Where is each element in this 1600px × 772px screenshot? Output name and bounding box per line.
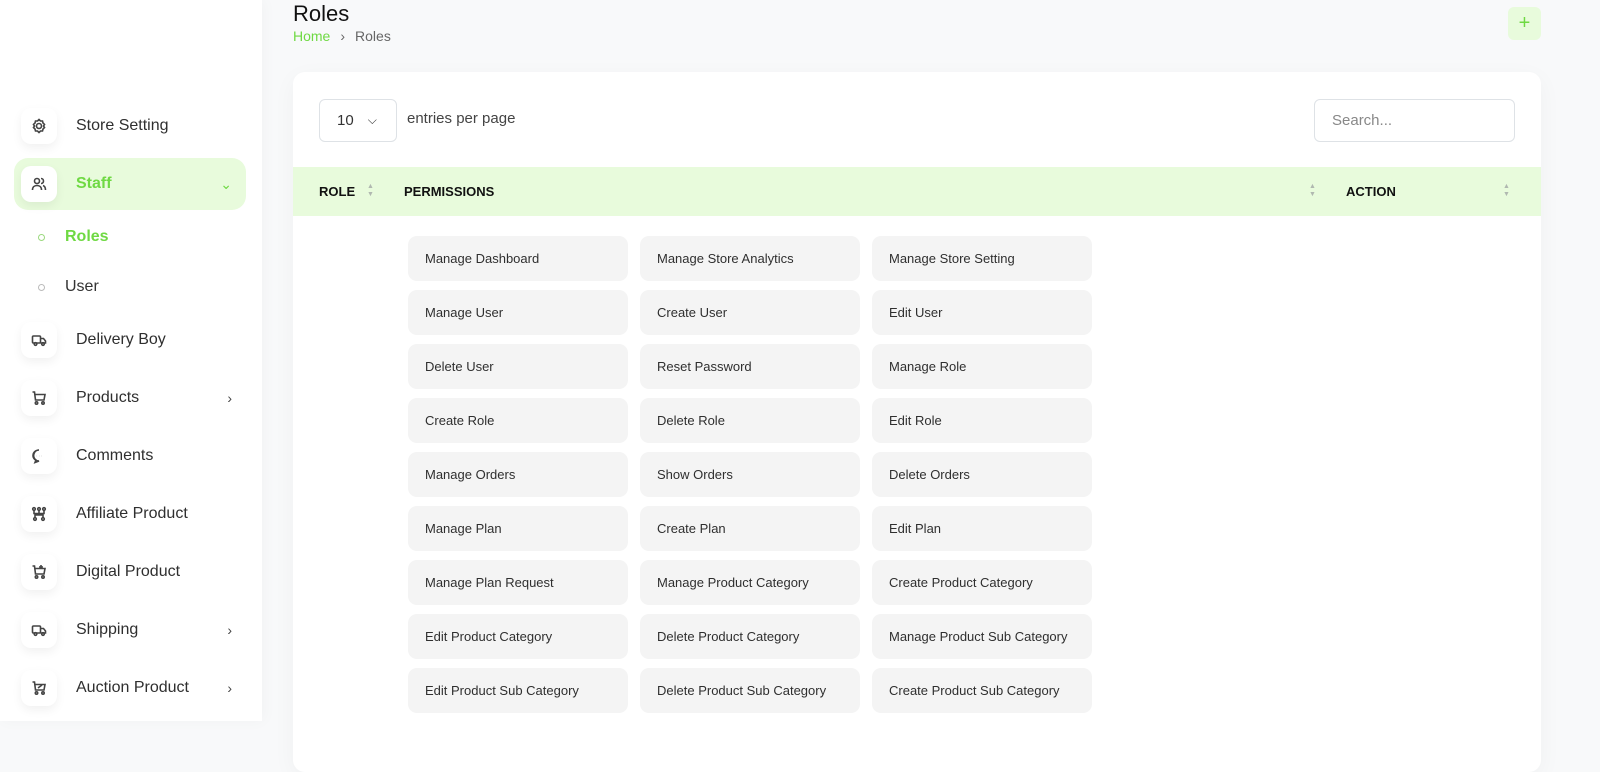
breadcrumb-current: Roles — [355, 28, 391, 44]
message-icon — [21, 438, 57, 474]
sidebar-subitem-label: User — [65, 278, 99, 295]
page-title: Roles — [293, 1, 350, 26]
permission-badge: Create Role — [408, 398, 628, 443]
permission-badge: Manage Product Sub Category — [872, 614, 1092, 659]
sidebar-item-products[interactable]: Products › — [14, 372, 246, 424]
sidebar-item-label: Staff — [76, 175, 112, 192]
permission-badge: Create Product Category — [872, 560, 1092, 605]
sidebar-item-label: Affiliate Product — [76, 505, 188, 522]
bullet-icon — [38, 233, 45, 241]
truck-icon — [21, 612, 57, 648]
entries-per-page-select[interactable]: 10 ⌵ — [319, 99, 397, 142]
permission-badge: Manage Plan Request — [408, 560, 628, 605]
add-role-button[interactable]: + — [1508, 7, 1541, 40]
breadcrumb: Home › Roles — [293, 28, 391, 44]
roles-card: 10 ⌵ entries per page ROLE ▲▼ PERMISSION… — [293, 72, 1541, 772]
breadcrumb-home[interactable]: Home — [293, 28, 331, 44]
permission-badge: Edit Product Sub Category — [408, 668, 628, 713]
permission-badge: Show Orders — [640, 452, 860, 497]
table-header: ROLE ▲ ▼ PERMISSIONS ▲ ▼ ACTION ▲ ▼ — [293, 167, 1541, 216]
permission-badge: Edit Product Category — [408, 614, 628, 659]
column-permissions[interactable]: PERMISSIONS — [404, 184, 495, 199]
sidebar-subitem-roles[interactable]: Roles — [38, 228, 109, 246]
sidebar-item-label: Store Setting — [76, 117, 169, 134]
permission-badge: Delete Product Sub Category — [640, 668, 860, 713]
permission-badge: Manage Store Setting — [872, 236, 1092, 281]
sidebar-item-delivery-boy[interactable]: Delivery Boy — [14, 314, 246, 366]
permission-badge: Create User — [640, 290, 860, 335]
sidebar-item-affiliate-product[interactable]: Affiliate Product — [14, 488, 246, 540]
entries-value: 10 — [337, 112, 354, 129]
sort-icon[interactable]: ▲ ▼ — [1503, 183, 1510, 198]
sidebar-subitem-label: Roles — [65, 228, 109, 245]
column-role[interactable]: ROLE — [319, 184, 356, 199]
sidebar-item-label: Digital Product — [76, 563, 181, 580]
permission-badge: Manage Dashboard — [408, 236, 628, 281]
column-action[interactable]: ACTION — [1346, 184, 1396, 199]
sidebar-subitem-user[interactable]: User — [38, 278, 99, 296]
sidebar-item-label: Delivery Boy — [76, 331, 166, 348]
cart-icon — [21, 380, 57, 416]
entries-label: entries per page — [407, 110, 516, 127]
sidebar-item-comments[interactable]: Comments — [14, 430, 246, 482]
permission-badge: Manage Orders — [408, 452, 628, 497]
chevron-down-icon: ⌵ — [367, 113, 377, 127]
sidebar: Store Setting Staff ⌄ Delivery Boy Products ›… — [0, 0, 262, 721]
gear-icon — [21, 108, 57, 144]
permission-badge: Create Product Sub Category — [872, 668, 1092, 713]
users-icon — [21, 166, 57, 202]
permission-badge: Reset Password — [640, 344, 860, 389]
breadcrumb-separator-icon: › — [340, 28, 346, 44]
chevron-right-icon: › — [227, 390, 232, 406]
chevron-right-icon: › — [227, 680, 232, 696]
permission-badge: Delete User — [408, 344, 628, 389]
permission-badge: Edit Plan — [872, 506, 1092, 551]
permission-badge: Edit Role — [872, 398, 1092, 443]
sidebar-item-label: Shipping — [76, 621, 139, 638]
sidebar-item-label: Auction Product — [76, 679, 189, 696]
permission-badge: Manage Product Category — [640, 560, 860, 605]
permission-badge: Manage Plan — [408, 506, 628, 551]
search-input[interactable] — [1314, 99, 1515, 142]
sort-icon[interactable]: ▲ ▼ — [367, 183, 374, 198]
affiliate-icon — [21, 496, 57, 532]
permission-badge: Delete Role — [640, 398, 860, 443]
sidebar-item-label: Products — [76, 389, 140, 406]
chevron-right-icon: › — [227, 622, 232, 638]
sidebar-item-store-setting[interactable]: Store Setting — [14, 100, 246, 152]
truck-icon — [21, 322, 57, 358]
sidebar-item-digital-product[interactable]: Digital Product — [14, 546, 246, 598]
permission-badge: Delete Product Category — [640, 614, 860, 659]
sidebar-item-label: Comments — [76, 447, 154, 464]
cart-plus-icon — [21, 554, 57, 590]
chevron-down-icon: ⌄ — [220, 175, 232, 192]
permission-badge: Manage User — [408, 290, 628, 335]
sort-icon[interactable]: ▲ ▼ — [1309, 183, 1316, 198]
permission-badge: Create Plan — [640, 506, 860, 551]
permission-badge: Manage Store Analytics — [640, 236, 860, 281]
bullet-icon — [38, 283, 45, 291]
permission-badge: Edit User — [872, 290, 1092, 335]
permission-badge: Delete Orders — [872, 452, 1092, 497]
sidebar-item-auction-product[interactable]: Auction Product › — [14, 662, 246, 714]
permission-badge: Manage Role — [872, 344, 1092, 389]
sidebar-item-staff[interactable]: Staff ⌄ — [14, 158, 246, 210]
cart-discount-icon — [21, 670, 57, 706]
sidebar-item-shipping[interactable]: Shipping › — [14, 604, 246, 656]
